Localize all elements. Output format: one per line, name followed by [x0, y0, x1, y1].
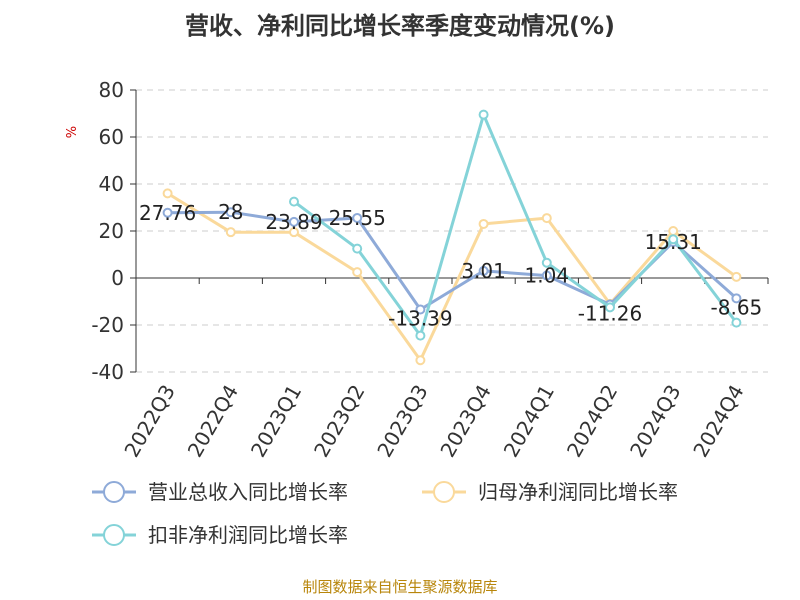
y-tick-label: 20 — [99, 219, 124, 243]
data-point — [415, 304, 426, 315]
data-label: 1.04 — [525, 264, 570, 288]
data-point — [541, 257, 552, 268]
legend-item[interactable]: 归母净利润同比增长率 — [422, 480, 678, 504]
data-point — [415, 330, 426, 341]
data-label: -8.65 — [711, 295, 763, 319]
x-tick-label: 2023Q1 — [246, 381, 306, 462]
x-tick-label: 2024Q4 — [688, 381, 748, 462]
data-point — [478, 265, 489, 276]
x-tick-label: 2023Q2 — [309, 381, 369, 462]
series-line — [292, 113, 738, 338]
y-tick-label: 0 — [111, 266, 124, 290]
x-tick-label: 2024Q2 — [562, 381, 622, 462]
y-axis-unit: % — [65, 126, 80, 138]
data-point — [605, 302, 615, 313]
data-labels: 27.76 28 23.89 25.55 -13.39 3.01 1.04 -11.26 15.… — [139, 200, 762, 330]
data-point — [415, 355, 426, 366]
data-point — [541, 270, 552, 281]
y-tick-label: -20 — [91, 313, 124, 337]
legend-label: 营业总收入同比增长率 — [148, 480, 348, 504]
x-tick-label: 2023Q3 — [372, 381, 432, 462]
data-label: 15.31 — [645, 230, 702, 254]
data-source-note: 制图数据来自恒生聚源数据库 — [302, 578, 497, 596]
data-point — [352, 243, 363, 254]
data-label: -11.26 — [578, 301, 642, 325]
y-tick-label: -40 — [91, 360, 124, 384]
x-tick-label: 2024Q3 — [625, 381, 685, 462]
data-point — [731, 317, 742, 328]
y-tick-label: 40 — [99, 172, 124, 196]
data-point — [162, 207, 173, 218]
legend-item[interactable]: 营业总收入同比增长率 — [92, 480, 348, 504]
data-point — [162, 188, 173, 199]
data-point — [541, 213, 552, 224]
x-tick-label: 2022Q4 — [183, 381, 243, 462]
legend-label: 归母净利润同比增长率 — [478, 480, 678, 504]
y-tick-label: 60 — [99, 125, 124, 149]
x-tick-label: 2023Q4 — [435, 380, 495, 461]
data-point — [225, 227, 236, 238]
data-label: 23.89 — [265, 210, 322, 234]
legend-label: 扣非净利润同比增长率 — [148, 523, 348, 547]
data-point — [289, 196, 299, 207]
data-point — [478, 218, 489, 229]
legend-marker-icon — [103, 481, 125, 503]
series-lines — [162, 109, 742, 366]
chart-title: 营收、净利同比增长率季度变动情况(%) — [185, 12, 615, 40]
data-label: 25.55 — [329, 206, 386, 230]
data-label: 27.76 — [139, 201, 196, 225]
series-line — [166, 191, 738, 362]
legend-marker-icon — [433, 481, 455, 503]
x-tick-label: 2022Q3 — [119, 381, 179, 462]
y-tick-label: 80 — [99, 78, 124, 102]
data-label: -13.39 — [388, 306, 452, 330]
legend-marker-icon — [103, 524, 125, 546]
data-point — [731, 271, 742, 282]
data-point — [352, 212, 363, 223]
data-point — [731, 293, 742, 304]
data-label: 28 — [218, 200, 243, 224]
data-point — [668, 234, 679, 245]
data-label: 3.01 — [461, 259, 506, 283]
legend-item[interactable]: 扣非净利润同比增长率 — [92, 523, 348, 547]
data-point — [478, 109, 489, 120]
x-tick-label: 2024Q1 — [499, 381, 559, 462]
data-point — [289, 216, 299, 227]
data-point — [352, 267, 363, 278]
data-point — [289, 227, 299, 238]
data-point — [225, 207, 236, 218]
